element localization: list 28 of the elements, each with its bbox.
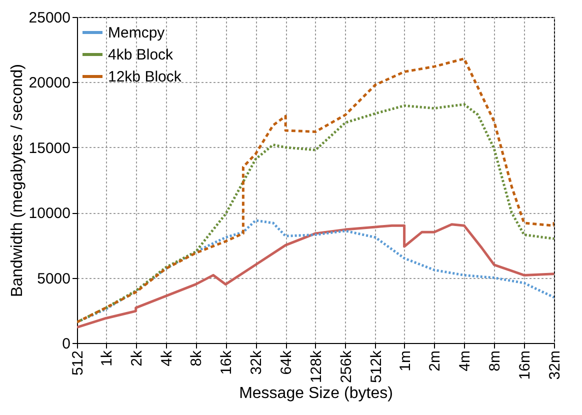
x-tick-label: 32m — [546, 350, 564, 380]
x-tick-label: 32k — [248, 350, 266, 375]
x-tick-label: 8k — [188, 350, 206, 366]
y-tick-label: 20000 — [28, 74, 70, 92]
x-tick-label: 4k — [158, 350, 176, 366]
y-axis-title: Bandwidth (megabytes / second) — [8, 64, 26, 298]
x-tick-label: 2k — [128, 350, 146, 366]
x-tick-label: 2m — [426, 350, 444, 372]
x-axis-title: Message Size (bytes) — [239, 385, 393, 402]
legend-label: 12kb Block — [108, 68, 182, 86]
x-tick-label: 512k — [368, 350, 385, 384]
legend-label: 4kb Block — [108, 46, 174, 64]
x-tick-label: 128k — [308, 350, 325, 384]
y-tick-label: 10000 — [28, 205, 70, 222]
x-tick-label: 256k — [338, 350, 355, 384]
y-tick-label: 5000 — [37, 270, 70, 288]
y-tick-label: 0 — [62, 336, 70, 352]
legend-label: Memcpy — [108, 24, 166, 42]
x-tick-label: 1m — [396, 350, 414, 372]
y-tick-label: 25000 — [28, 10, 70, 26]
x-tick-label: 8m — [486, 350, 504, 372]
x-tick-label: 4m — [456, 350, 474, 372]
x-tick-label: 512 — [70, 350, 86, 376]
x-tick-label: 64k — [278, 350, 296, 375]
x-tick-label: 16m — [516, 350, 534, 380]
y-tick-label: 15000 — [28, 140, 70, 157]
x-tick-label: 16k — [218, 350, 236, 375]
x-tick-label: 1k — [98, 350, 116, 366]
